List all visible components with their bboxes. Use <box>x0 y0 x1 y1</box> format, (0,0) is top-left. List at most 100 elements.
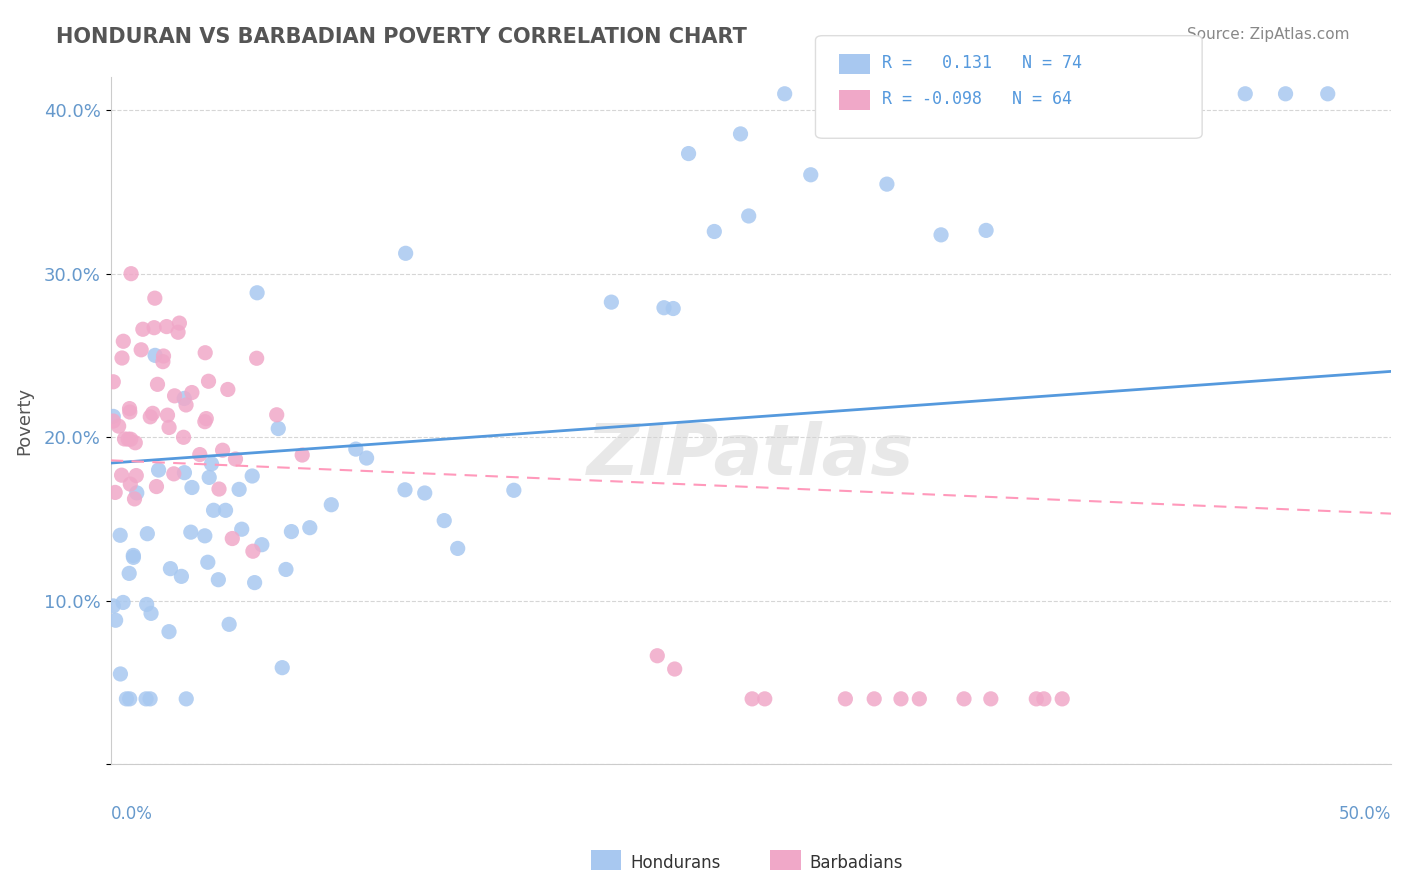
Point <box>118 401 141 416</box>
Point <box>118 691 141 706</box>
Point <box>662 301 685 316</box>
Point <box>291 448 314 462</box>
Point <box>170 569 193 583</box>
Point <box>139 691 162 706</box>
Text: Source: ZipAtlas.com: Source: ZipAtlas.com <box>1187 27 1350 42</box>
Point <box>103 599 125 613</box>
Point <box>1316 87 1339 101</box>
Point <box>124 435 146 450</box>
Point <box>207 573 229 587</box>
Point <box>155 319 177 334</box>
Point <box>167 325 190 339</box>
Point <box>274 562 297 576</box>
Point <box>112 595 135 609</box>
Point <box>117 432 139 446</box>
Point <box>139 607 162 621</box>
Point <box>240 469 263 483</box>
Point <box>132 322 155 336</box>
Point <box>174 691 197 706</box>
Point <box>136 526 159 541</box>
Point <box>194 345 217 359</box>
Point <box>180 525 202 540</box>
Point <box>600 295 623 310</box>
Point <box>271 660 294 674</box>
Point <box>152 349 174 363</box>
Point <box>395 246 418 260</box>
Point <box>208 482 231 496</box>
Point <box>433 514 456 528</box>
Point <box>228 483 250 497</box>
Point <box>163 389 186 403</box>
Point <box>110 667 132 681</box>
Point <box>250 538 273 552</box>
Point <box>145 479 167 493</box>
Point <box>143 320 166 334</box>
Point <box>104 613 127 627</box>
Point <box>221 532 243 546</box>
Point <box>194 415 217 429</box>
Point <box>148 463 170 477</box>
Point <box>929 227 952 242</box>
Point <box>135 691 157 706</box>
Point <box>118 405 141 419</box>
Point <box>890 691 912 706</box>
Point <box>173 430 195 444</box>
Point <box>118 566 141 581</box>
Point <box>157 624 180 639</box>
Point <box>181 481 204 495</box>
Point <box>120 267 142 281</box>
Point <box>200 457 222 471</box>
Point <box>246 285 269 300</box>
Point <box>198 470 221 484</box>
Point <box>218 617 240 632</box>
Point <box>159 561 181 575</box>
Point <box>112 334 135 349</box>
Point <box>1025 691 1047 706</box>
Text: 50.0%: 50.0% <box>1339 805 1391 823</box>
Point <box>266 408 288 422</box>
Point <box>202 503 225 517</box>
Point <box>231 522 253 536</box>
Point <box>124 491 146 506</box>
Text: R = -0.098   N = 64: R = -0.098 N = 64 <box>882 90 1071 108</box>
Point <box>678 146 700 161</box>
Point <box>173 392 195 406</box>
Point <box>197 555 219 569</box>
Point <box>703 225 725 239</box>
Point <box>110 468 132 483</box>
Point <box>344 442 367 456</box>
Point <box>908 691 931 706</box>
Point <box>298 521 321 535</box>
Point <box>152 354 174 368</box>
Point <box>321 498 343 512</box>
Point <box>242 544 264 558</box>
Point <box>974 223 997 237</box>
Point <box>738 209 761 223</box>
Point <box>125 468 148 483</box>
Point <box>834 691 856 706</box>
Point <box>267 421 290 435</box>
Point <box>104 485 127 500</box>
Point <box>980 691 1002 706</box>
Point <box>1274 87 1296 101</box>
Text: ZIPatlas: ZIPatlas <box>588 421 914 490</box>
Point <box>224 452 246 467</box>
Point <box>730 127 752 141</box>
Point <box>169 316 191 330</box>
Point <box>125 486 148 500</box>
Point <box>800 168 823 182</box>
Point <box>936 87 959 101</box>
Point <box>953 691 976 706</box>
Point <box>188 448 211 462</box>
Point <box>1050 691 1073 706</box>
Point <box>197 374 219 388</box>
Point <box>246 351 269 366</box>
Point <box>111 351 134 365</box>
Point <box>103 414 125 428</box>
Point <box>194 529 217 543</box>
Point <box>142 406 165 420</box>
Point <box>652 301 675 315</box>
Point <box>163 467 186 481</box>
Point <box>863 691 886 706</box>
Point <box>741 691 763 706</box>
